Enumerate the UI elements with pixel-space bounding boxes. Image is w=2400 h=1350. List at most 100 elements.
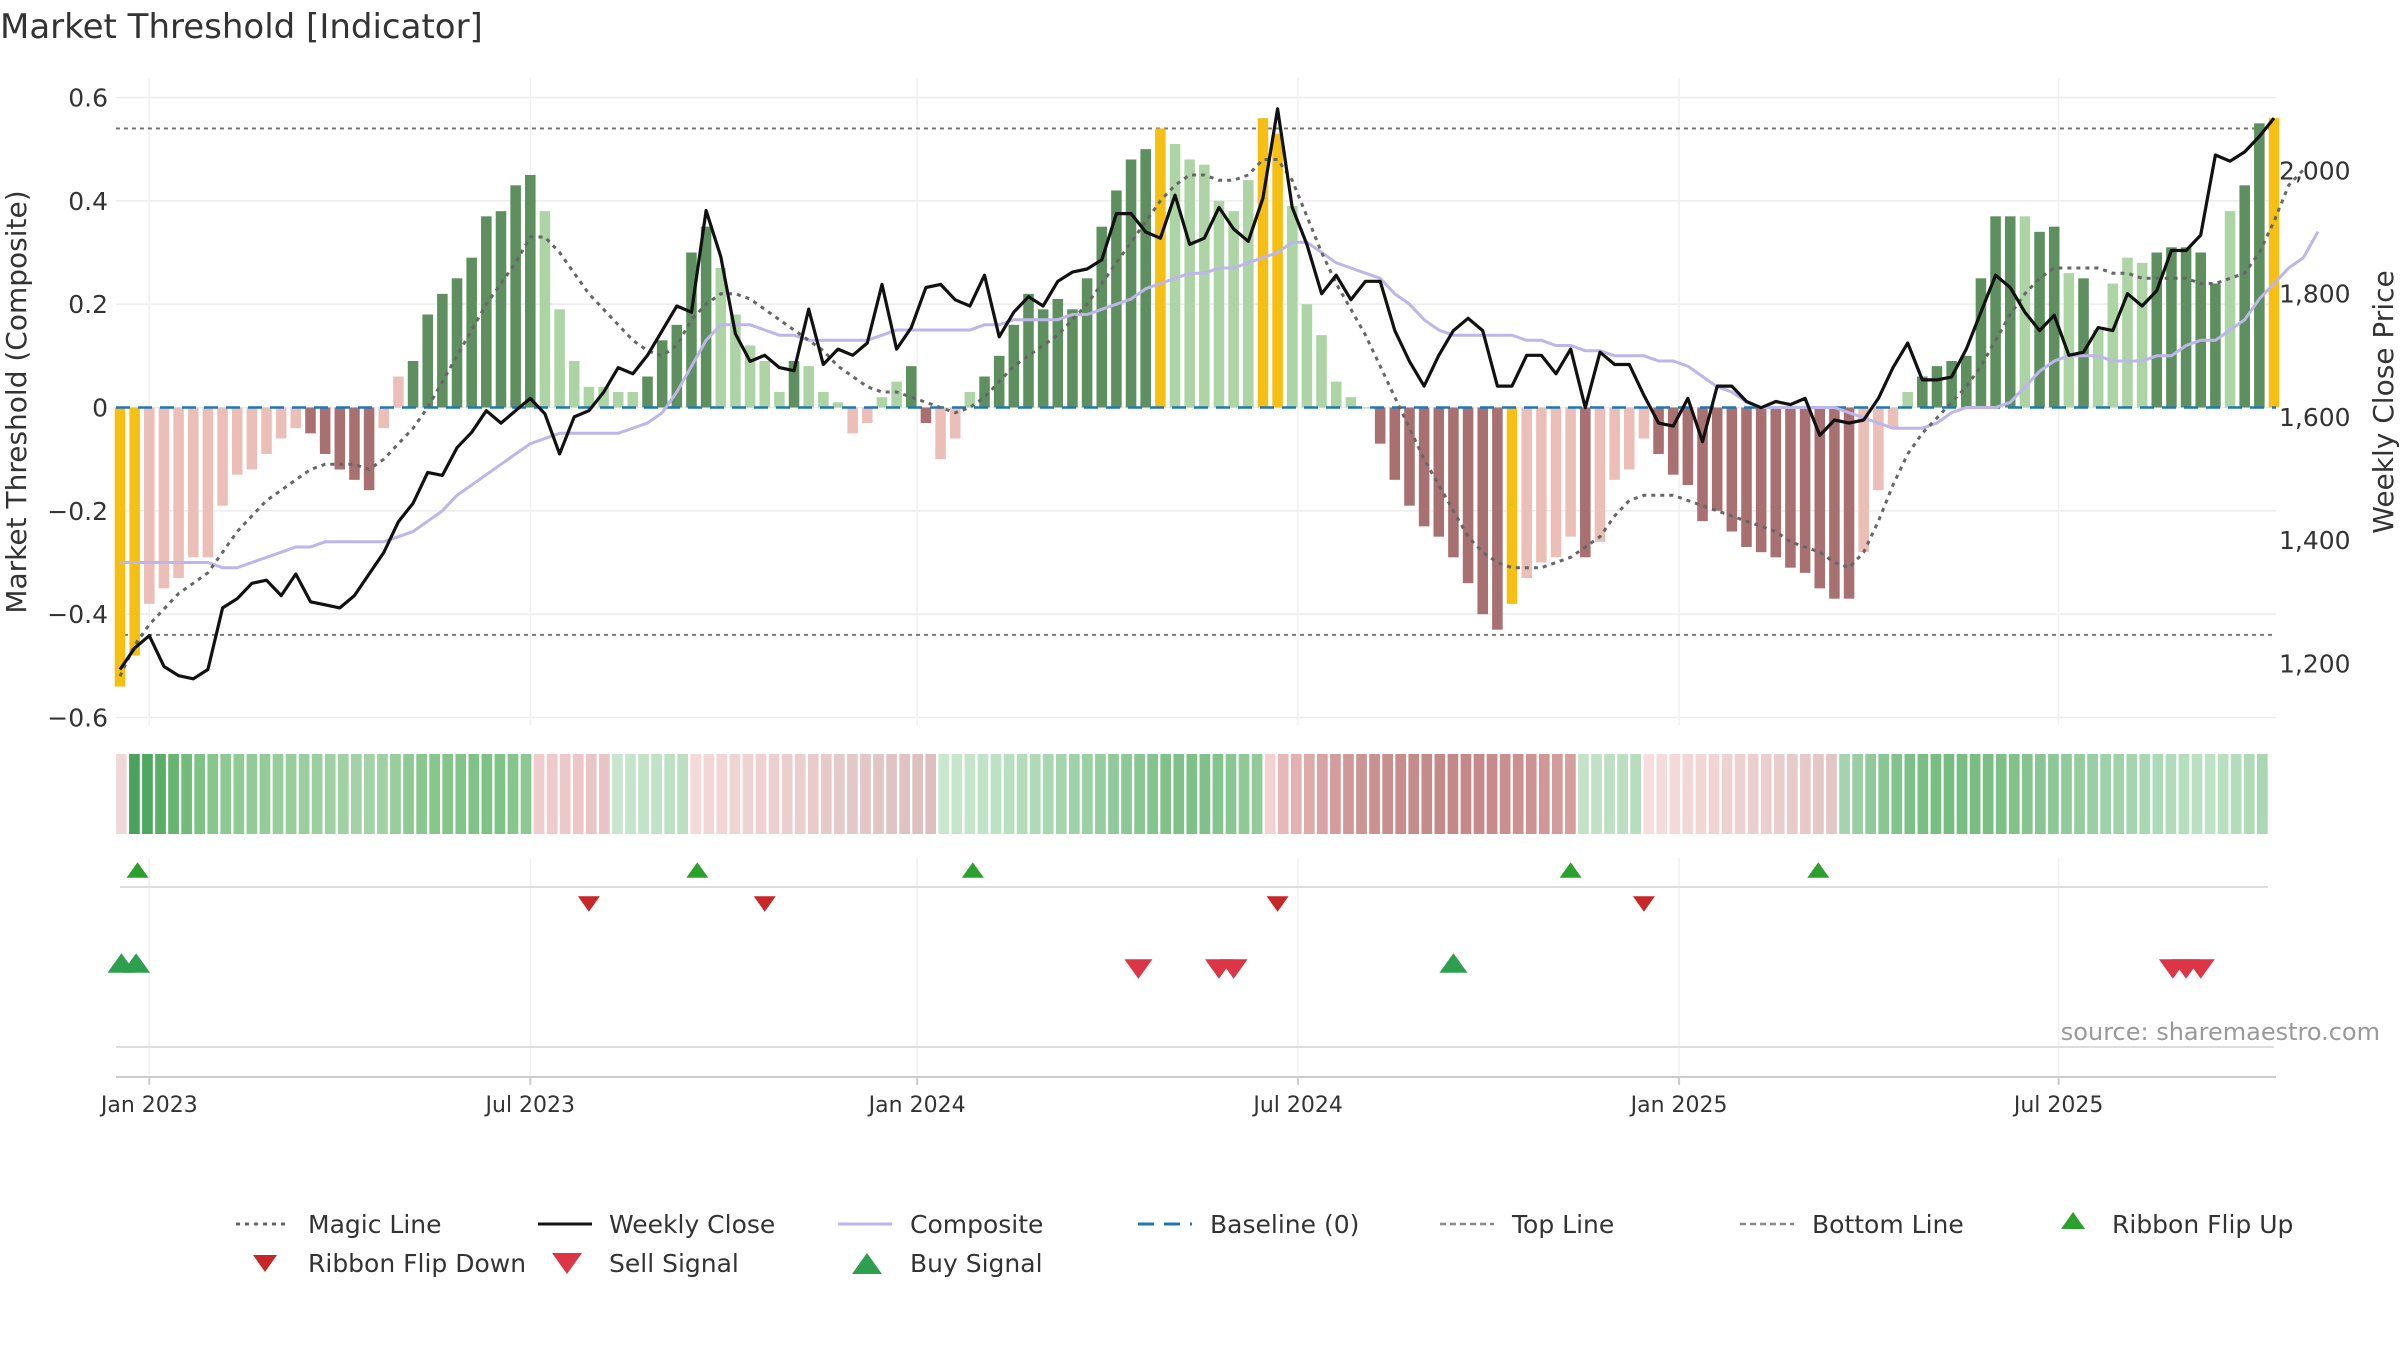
- ribbon-cell: [1460, 754, 1472, 834]
- ribbon-cell: [1238, 754, 1250, 834]
- ribbon-cell: [142, 754, 153, 834]
- y-tick-left: 0: [92, 394, 108, 423]
- composite-bar: [407, 360, 419, 408]
- ribbon-cell: [1317, 754, 1328, 834]
- ribbon-cell: [1969, 754, 1981, 834]
- ribbon-cell: [768, 754, 780, 834]
- composite-bar: [2151, 252, 2163, 408]
- ribbon-cell: [1721, 754, 1733, 834]
- composite-bar: [422, 314, 433, 408]
- ribbon-cell: [520, 754, 532, 834]
- ribbon-cell: [599, 754, 610, 834]
- ribbon-cell: [1225, 754, 1237, 834]
- composite-bar: [788, 360, 800, 408]
- composite-bar: [1301, 304, 1313, 408]
- ribbon-flip-up-marker: [126, 862, 149, 878]
- composite-bar: [437, 293, 448, 408]
- ribbon-cell: [1369, 754, 1380, 834]
- ribbon-cell: [2256, 754, 2268, 834]
- ribbon-flip-down-marker: [1632, 896, 1655, 912]
- ribbon-cell: [1356, 754, 1367, 834]
- ribbon-cell: [899, 754, 910, 834]
- composite-bar: [290, 407, 302, 429]
- ribbon-cell: [1682, 754, 1694, 834]
- ribbon-cell: [1343, 754, 1354, 834]
- ribbon-cell: [1016, 754, 1028, 834]
- composite-bar: [481, 216, 492, 408]
- ribbon-cell: [2204, 754, 2216, 834]
- x-axis: Jan 2023 Jul 2023 Jan 2024 Jul 2024 Jan 2025…: [99, 1076, 2276, 1118]
- composite-bar: [144, 407, 155, 604]
- composite-bar: [305, 407, 316, 434]
- ribbon-cell: [964, 754, 976, 834]
- composite-bar: [1580, 407, 1591, 558]
- x-tick-label: Jul 2025: [2012, 1093, 2104, 1118]
- legend-buy-signal: Buy Signal: [910, 1249, 1043, 1278]
- composite-bar: [246, 407, 258, 470]
- composite-bar: [949, 407, 961, 439]
- ribbon-cell: [1708, 754, 1720, 834]
- composite-bar: [1697, 407, 1708, 522]
- ribbon-cell: [1904, 754, 1916, 834]
- ribbon-flip-down-marker: [753, 896, 776, 912]
- ribbon-cell: [1434, 754, 1446, 834]
- composite-bar: [202, 407, 214, 558]
- composite-bar: [1902, 391, 1913, 408]
- x-tick-label: Jan 2023: [99, 1093, 198, 1118]
- composite-bar: [1096, 226, 1108, 408]
- composite-bar: [1931, 366, 1943, 408]
- ribbon-cell: [533, 754, 545, 834]
- composite-bar: [700, 226, 712, 408]
- composite-bar: [1770, 407, 1782, 558]
- composite-bar: [656, 340, 668, 408]
- ribbon-cell: [194, 754, 206, 834]
- ribbon-flip-up-marker: [1559, 862, 1582, 878]
- ribbon-cell: [938, 754, 950, 834]
- composite-bar: [1052, 298, 1064, 408]
- ribbon-cell: [1003, 754, 1015, 834]
- composite-bar: [1213, 200, 1225, 408]
- ribbon-cell: [2008, 754, 2020, 834]
- y-tick-right: 2,000: [2279, 156, 2351, 185]
- ribbon-cell: [1604, 754, 1615, 834]
- ribbon-flip-down-marker: [1266, 896, 1289, 912]
- ribbon-cell: [1408, 754, 1420, 834]
- composite-bar: [686, 252, 697, 408]
- y-tick-left: 0.6: [68, 83, 108, 112]
- composite-bar: [158, 407, 170, 589]
- y-tick-left: 0.2: [68, 290, 108, 319]
- ribbon-cell: [507, 754, 519, 834]
- ribbon-cell: [1499, 754, 1511, 834]
- composite-bar: [1477, 407, 1489, 615]
- ribbon-cell: [1865, 754, 1877, 834]
- composite-bar: [2268, 118, 2280, 408]
- ribbon-cell: [2165, 754, 2177, 834]
- composite-bar: [1199, 164, 1210, 408]
- ribbon-cell: [298, 754, 310, 834]
- composite-bar: [1506, 407, 1518, 604]
- ribbon-cell: [1277, 754, 1289, 834]
- ribbon-cell: [350, 754, 362, 834]
- ribbon-cell: [1186, 754, 1198, 834]
- composite-bar: [1682, 407, 1694, 486]
- composite-bar: [510, 185, 521, 408]
- ribbon-cell: [377, 754, 388, 834]
- ribbon-cell: [1656, 754, 1668, 834]
- ribbon-cell: [1617, 754, 1628, 834]
- ribbon-cell: [1447, 754, 1459, 834]
- legend-ribbon-flip-up: Ribbon Flip Up: [2112, 1210, 2293, 1239]
- ribbon-cell: [2152, 754, 2164, 834]
- composite-bar: [1843, 407, 1855, 599]
- composite-bar: [525, 174, 536, 408]
- composite-bar: [1257, 118, 1269, 408]
- composite-bar: [1023, 293, 1034, 408]
- ribbon-cell: [1852, 754, 1863, 834]
- composite-bar: [1081, 278, 1093, 408]
- ribbon-cell: [2074, 754, 2085, 834]
- composite-bar: [1243, 180, 1254, 408]
- ribbon-cell: [951, 754, 963, 834]
- ribbon-cell: [1290, 754, 1302, 834]
- composite-bar: [1008, 324, 1020, 408]
- ribbon-cell: [625, 754, 636, 834]
- chart-title: Market Threshold [Indicator]: [0, 7, 483, 47]
